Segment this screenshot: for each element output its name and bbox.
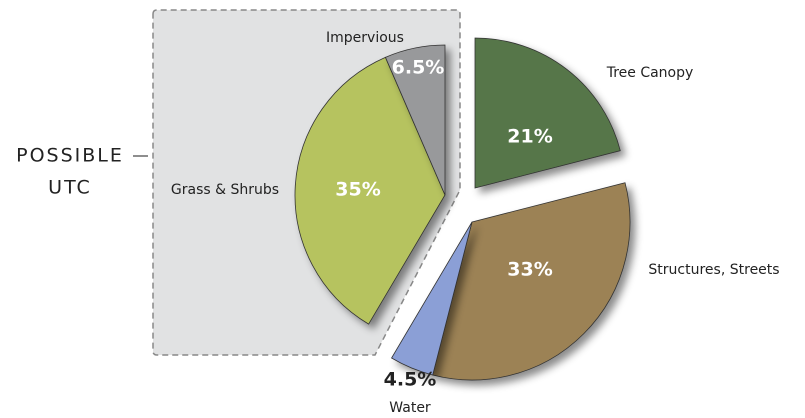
slice-label: Impervious [326,30,404,46]
slice-label: Structures, Streets [648,262,779,278]
pie-slice [391,221,473,376]
pie-slice [432,182,631,381]
annotation-line: POSSIBLE [16,145,124,167]
value-label: 35% [335,179,380,201]
slice-label: Water [389,400,431,416]
value-label: 21% [507,126,552,148]
pie-slice [294,56,446,325]
value-label: 4.5% [384,369,437,391]
pie [294,37,631,381]
pie-slice [474,37,621,189]
value-label: 33% [507,259,552,281]
pie-slice [384,44,446,196]
slice-label: Tree Canopy [606,65,694,81]
annotation-line: UTC [48,177,92,199]
value-label: 6.5% [392,57,445,79]
slice-label: Grass & Shrubs [171,182,279,198]
